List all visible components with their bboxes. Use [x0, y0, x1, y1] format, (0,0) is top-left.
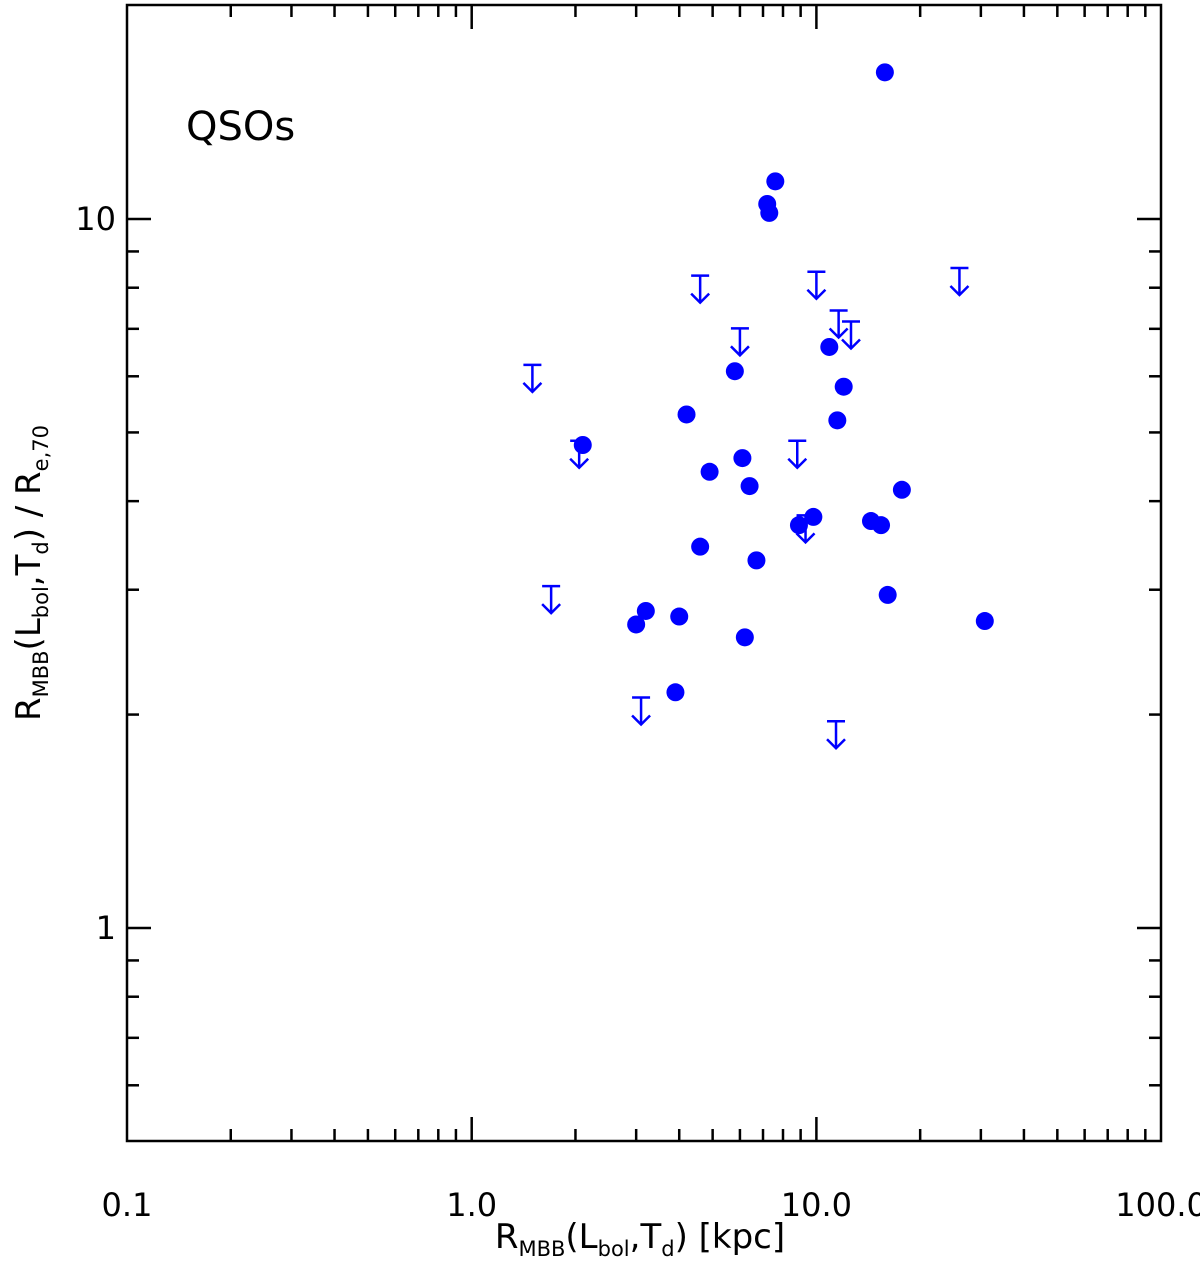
- data-point: [789, 516, 808, 535]
- y-axis-tick-labels: 1 10: [75, 200, 116, 947]
- plot-frame: [125, 3, 1163, 1143]
- data-point: [760, 203, 779, 222]
- upper-limit-arrowhead: [690, 292, 711, 305]
- y-axis-label: RMBB(Lbol,Td) / Re,70: [9, 425, 53, 721]
- upper-limit-marker: [806, 270, 827, 301]
- y-axis-ticks: [127, 217, 1161, 1087]
- upper-limit-arrowhead: [795, 532, 816, 545]
- data-point: [828, 411, 847, 430]
- data-point: [804, 507, 823, 526]
- upper-limit-marker: [828, 309, 849, 340]
- upper-limit-arrowhead: [828, 327, 849, 340]
- data-point: [747, 551, 766, 570]
- upper-limit-arrowhead: [949, 285, 970, 297]
- x-tick-label: 100.0: [1115, 1186, 1200, 1224]
- upper-limit-arrowhead: [569, 457, 590, 470]
- data-point: [573, 435, 592, 454]
- x-axis-tick-labels: 0.1 1.0 10.0 100.0: [102, 1186, 1200, 1224]
- y-tick-label: 10: [75, 200, 116, 238]
- upper-limit-marker: [787, 439, 808, 470]
- data-point: [875, 63, 894, 82]
- data-point: [735, 628, 754, 647]
- x-axis-ticks: [229, 5, 1147, 1141]
- x-axis-label: RMBB(Lbol,Td) [kpc]: [495, 1217, 785, 1261]
- data-point: [691, 537, 710, 556]
- upper-limit-arrowhead: [541, 603, 562, 615]
- qso-annotation: QSOs: [186, 104, 295, 150]
- upper-limit-arrowhead: [522, 381, 543, 394]
- upper-limit-arrowhead: [826, 738, 846, 751]
- upper-limit-arrowhead: [806, 288, 827, 301]
- data-point: [872, 516, 891, 535]
- upper-limit-marker: [522, 363, 543, 394]
- upper-limit-arrowhead: [631, 714, 651, 727]
- data-point: [627, 615, 646, 634]
- data-point: [733, 449, 752, 468]
- upper-limit-marker: [631, 696, 651, 727]
- upper-limit-arrowhead: [841, 338, 861, 351]
- data-point: [878, 585, 897, 604]
- upper-limit-arrowhead: [787, 457, 808, 470]
- upper-limit-marker: [826, 720, 846, 751]
- data-point: [975, 612, 994, 631]
- upper-limit-marker: [690, 274, 711, 305]
- data-point: [740, 477, 759, 496]
- data-point: [834, 377, 853, 396]
- upper-limit-marker: [949, 266, 970, 297]
- x-tick-label: 1.0: [446, 1186, 497, 1224]
- data-markers: [522, 63, 994, 751]
- data-point: [666, 683, 685, 702]
- upper-limit-arrowhead: [730, 345, 750, 358]
- upper-limit-marker: [841, 320, 861, 351]
- x-tick-label: 0.1: [102, 1186, 153, 1224]
- data-point: [766, 172, 785, 191]
- data-point: [700, 462, 719, 481]
- data-point: [670, 607, 689, 626]
- data-point: [820, 337, 839, 356]
- upper-limit-marker: [541, 584, 562, 615]
- data-point: [636, 601, 655, 620]
- data-point: [892, 480, 911, 499]
- upper-limit-marker: [795, 514, 816, 545]
- data-point: [725, 362, 744, 381]
- upper-limit-marker: [730, 327, 750, 358]
- upper-limit-marker: [569, 439, 590, 470]
- data-point: [677, 405, 696, 424]
- x-tick-label: 10.0: [781, 1186, 852, 1224]
- y-tick-label: 1: [96, 909, 116, 947]
